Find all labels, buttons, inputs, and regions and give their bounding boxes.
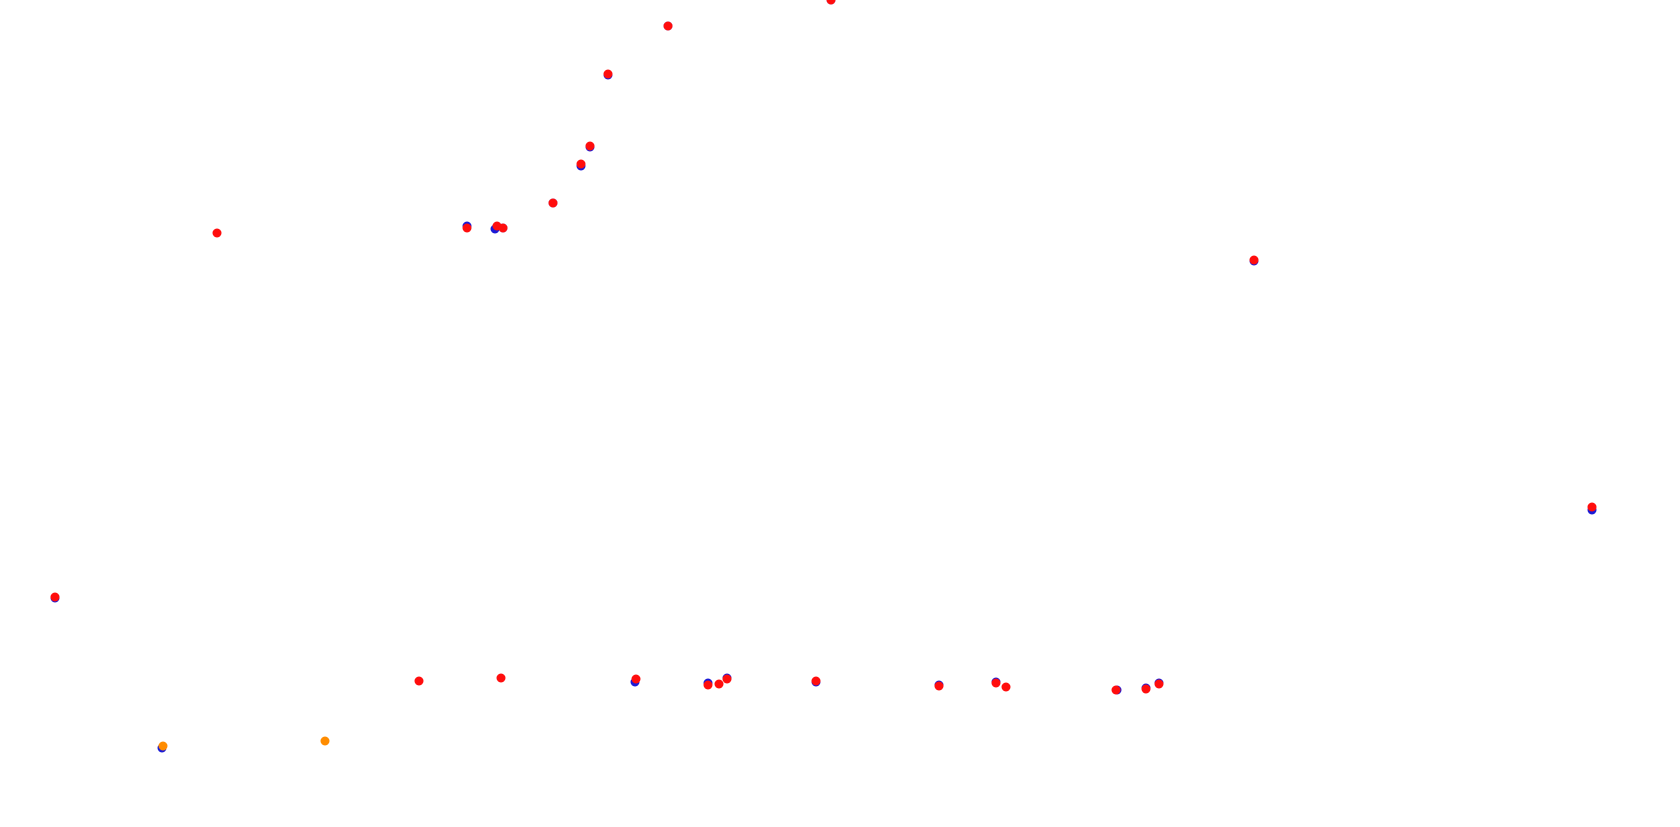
data-point-s1-11: [1587, 502, 1597, 512]
series-2: [158, 736, 330, 751]
data-point-s1-10: [1249, 255, 1259, 265]
data-point-s1-17: [714, 679, 724, 689]
data-point-s1-22: [1001, 682, 1011, 692]
data-point-s1-25: [1154, 679, 1164, 689]
data-point-s1-20: [934, 681, 944, 691]
data-point-s1-23: [1111, 685, 1121, 695]
data-point-s1-1: [663, 21, 673, 31]
data-point-s1-19: [811, 676, 821, 686]
series-1: [50, 0, 1597, 695]
data-point-s1-6: [212, 228, 222, 238]
data-point-s2-0: [158, 741, 168, 751]
data-point-s1-5: [548, 198, 558, 208]
data-point-s1-12: [50, 592, 60, 602]
data-point-s1-21: [991, 678, 1001, 688]
data-point-s1-7: [462, 223, 472, 233]
data-point-s1-16: [703, 680, 713, 690]
data-point-s1-24: [1141, 684, 1151, 694]
data-point-s1-2: [603, 69, 613, 79]
data-point-s1-4: [576, 159, 586, 169]
series-0: [50, 0, 1597, 753]
data-point-s1-9: [498, 223, 508, 233]
data-point-s2-1: [320, 736, 330, 746]
data-point-s1-3: [585, 141, 595, 151]
data-point-s1-15: [631, 674, 641, 684]
data-point-s1-0: [826, 0, 836, 5]
data-point-s1-13: [414, 676, 424, 686]
data-point-s1-18: [722, 674, 732, 684]
data-point-s1-14: [496, 673, 506, 683]
